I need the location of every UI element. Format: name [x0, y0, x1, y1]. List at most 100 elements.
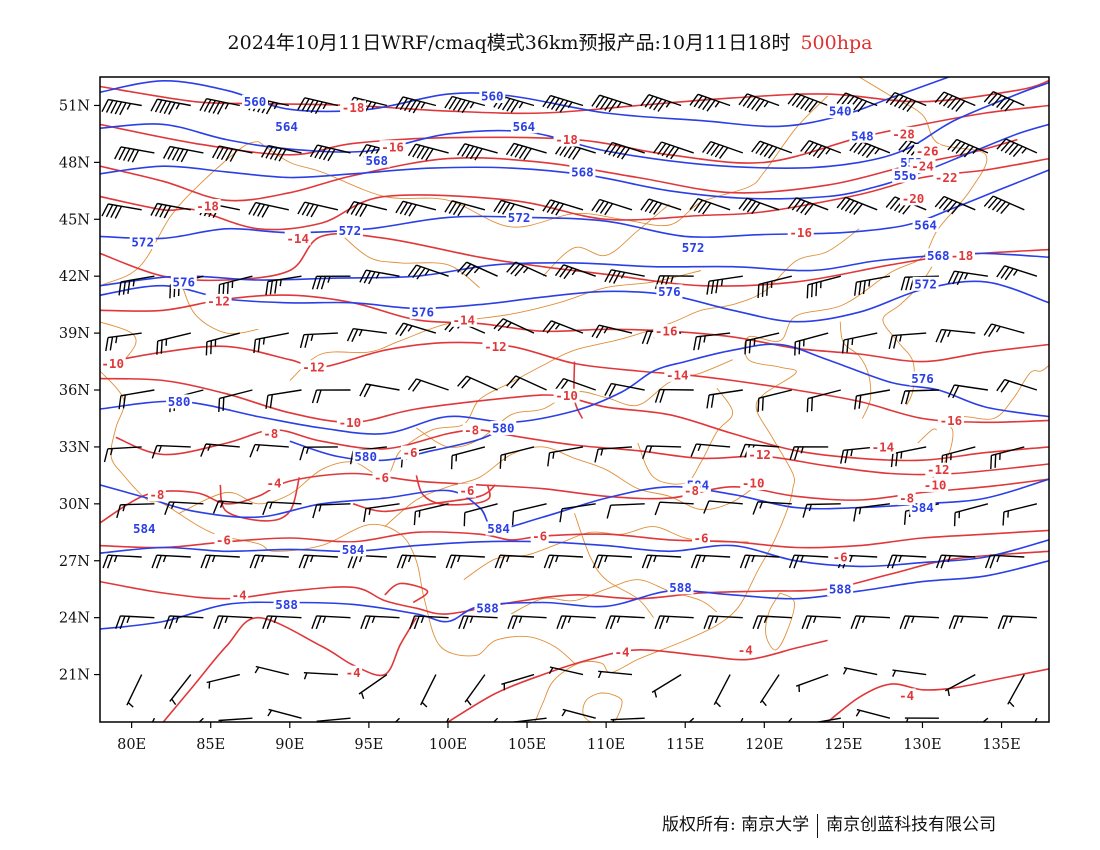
wind-barb — [556, 615, 596, 630]
wind-barb — [640, 94, 682, 112]
wind-barb — [501, 673, 535, 691]
wind-barb — [554, 264, 596, 280]
wind-barb — [757, 275, 792, 299]
temperature-contour-label: -12 — [302, 360, 325, 375]
wind-barb — [990, 446, 1025, 470]
wind-barb — [606, 503, 645, 519]
wind-barb — [801, 615, 841, 630]
wind-barb — [752, 501, 792, 515]
wind-barb — [457, 261, 498, 277]
height-contour-label: 580 — [492, 421, 515, 436]
temperature-contour-line — [100, 472, 1049, 524]
temperature-contour-label: -10 — [924, 477, 947, 492]
x-tick-label: 125E — [824, 737, 862, 753]
height-label-bg — [909, 371, 936, 386]
wind-barb — [738, 93, 780, 112]
temperature-contour-label: -16 — [655, 324, 678, 339]
wind-barb — [689, 93, 731, 112]
temperature-label-bg — [372, 470, 391, 485]
temperature-contour-label: -6 — [402, 445, 417, 460]
wind-barb — [445, 554, 485, 569]
temperature-contour-label: -4 — [899, 688, 914, 703]
height-label-bg — [340, 542, 367, 557]
wind-barb — [1007, 674, 1025, 708]
border-line — [930, 365, 1049, 482]
y-tick-label: 30N — [59, 497, 90, 513]
wind-barb — [953, 503, 989, 527]
height-label-bg — [129, 235, 156, 249]
wind-barb — [854, 275, 891, 296]
wind-barb — [200, 554, 240, 569]
wind-barb — [885, 91, 927, 113]
wind-barb — [396, 554, 436, 569]
wind-barb — [787, 197, 829, 216]
wind-barb — [265, 275, 302, 296]
wind-barb — [984, 554, 1025, 569]
temperature-contour-label: -6 — [833, 550, 848, 565]
temperature-label-bg — [205, 293, 232, 308]
wind-barb — [312, 503, 351, 519]
height-contour-label: 560 — [481, 89, 504, 104]
temperature-label-bg — [344, 665, 363, 680]
wind-barb — [547, 446, 584, 467]
height-label-bg — [827, 582, 854, 597]
x-tick-label: 110E — [587, 737, 625, 753]
border-line — [100, 370, 575, 664]
temperature-contour-label: -6 — [693, 531, 708, 546]
x-tick-label: 90E — [275, 737, 304, 753]
wind-barb — [594, 446, 633, 463]
wind-barb — [543, 554, 584, 569]
temperature-label-bg — [99, 356, 126, 371]
height-contour-label: 560 — [244, 94, 267, 109]
temperature-label-bg — [553, 388, 580, 403]
temperature-contour-label: -14 — [286, 231, 309, 246]
border-line — [765, 592, 795, 651]
temperature-contour-label: -10 — [101, 356, 124, 371]
temperature-contour-label: -12 — [207, 293, 230, 308]
wind-barb — [458, 615, 498, 630]
wind-barb — [806, 275, 841, 299]
temperature-contour-line — [447, 639, 828, 722]
wind-barb — [899, 615, 939, 630]
height-contour-label: 564 — [914, 218, 937, 233]
height-contour-label: 588 — [669, 580, 692, 595]
temperature-label-bg — [897, 688, 916, 703]
wind-barb — [983, 91, 1025, 112]
wind-barb — [211, 145, 253, 162]
wind-barb — [299, 446, 338, 461]
temperature-contour-label: -14 — [453, 312, 476, 327]
height-label-bg — [909, 500, 936, 515]
height-contour-label: 588 — [476, 601, 499, 616]
wind-barb — [164, 501, 204, 515]
height-contour-label: 568 — [366, 153, 389, 168]
wind-barb — [542, 94, 584, 113]
wind-barb — [494, 554, 535, 569]
wind-barb — [150, 98, 191, 115]
temperature-contour-label: -12 — [748, 447, 771, 462]
height-contour-line — [100, 539, 1049, 568]
wind-barb — [150, 202, 191, 219]
temperature-label-bg — [664, 367, 691, 382]
temperature-label-bg — [937, 413, 964, 428]
wind-barb — [947, 138, 989, 158]
x-tick-label: 80E — [117, 737, 146, 753]
temperature-contour-label: -10 — [555, 388, 578, 403]
height-label-bg — [479, 89, 506, 103]
temperature-contour-label: -6 — [459, 483, 474, 498]
temperature-label-bg — [653, 324, 680, 339]
wind-barb — [316, 717, 351, 722]
wind-barb — [610, 717, 645, 722]
wind-barb — [297, 97, 339, 115]
wind-barb — [463, 503, 498, 527]
temperature-contour-line — [100, 529, 1049, 549]
temperature-contour-label: -8 — [263, 426, 278, 441]
height-label-bg — [849, 128, 876, 143]
wind-barb — [169, 674, 192, 706]
wind-barb — [164, 615, 204, 630]
wind-barb — [115, 615, 155, 630]
wind-barb — [346, 328, 387, 342]
height-label-bg — [506, 210, 533, 225]
wind-barb — [311, 615, 351, 630]
temperature-label-bg — [194, 199, 221, 213]
temperature-label-bg — [265, 476, 283, 490]
